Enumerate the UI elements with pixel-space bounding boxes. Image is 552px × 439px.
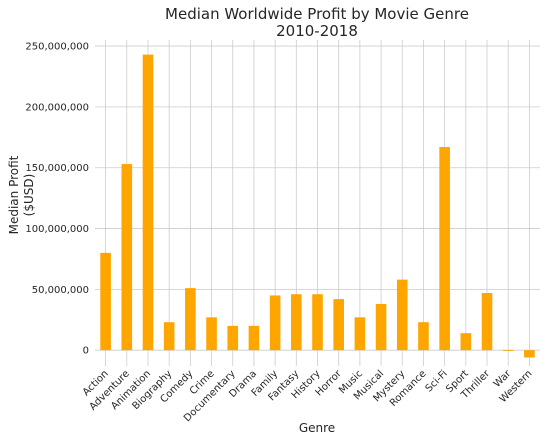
y-axis-label: Median Profit bbox=[7, 155, 21, 234]
bar-drama bbox=[248, 325, 260, 351]
bars bbox=[100, 54, 535, 358]
bar-sport bbox=[460, 333, 472, 351]
bar-romance bbox=[418, 322, 429, 351]
y-tick-label: 200,000,000 bbox=[25, 102, 89, 113]
bar-war bbox=[502, 350, 514, 351]
bar-musical bbox=[375, 303, 387, 351]
y-tick-label: 100,000,000 bbox=[25, 224, 89, 235]
bar-music bbox=[354, 317, 366, 351]
y-axis-label-unit: ($USD) bbox=[22, 174, 36, 217]
y-tick-label: 50,000,000 bbox=[32, 285, 89, 296]
y-tick-label: 150,000,000 bbox=[25, 163, 89, 174]
y-axis-ticks: 0 50,000,000 100,000,000 150,000,000 200,000… bbox=[25, 42, 89, 357]
chart-title: Median Worldwide Profit by Movie Genre bbox=[165, 5, 469, 23]
y-tick-label: 250,000,000 bbox=[25, 42, 89, 53]
y-tick-label: 0 bbox=[83, 346, 89, 357]
bar-action bbox=[100, 252, 111, 351]
bar-biography bbox=[163, 322, 175, 351]
bar-western bbox=[524, 350, 535, 358]
bar-comedy bbox=[185, 288, 196, 351]
bar-history bbox=[312, 294, 323, 351]
bar-crime bbox=[206, 317, 217, 351]
x-axis-label: Genre bbox=[299, 421, 335, 435]
bar-sci-fi bbox=[439, 147, 450, 351]
bar-adventure bbox=[121, 164, 133, 351]
bar-animation bbox=[142, 54, 154, 351]
chart-subtitle: 2010-2018 bbox=[276, 22, 358, 40]
bar-fantasy bbox=[291, 294, 302, 351]
x-tick-label: Sci-Fi bbox=[424, 368, 450, 394]
bar-family bbox=[269, 295, 281, 351]
bar-horror bbox=[333, 299, 344, 351]
bar-mystery bbox=[396, 279, 408, 351]
bar-thriller bbox=[481, 293, 493, 351]
bar-documentary bbox=[227, 325, 239, 351]
x-axis-ticks: ActionAdventureAnimationBiographyComedyC… bbox=[81, 368, 535, 424]
